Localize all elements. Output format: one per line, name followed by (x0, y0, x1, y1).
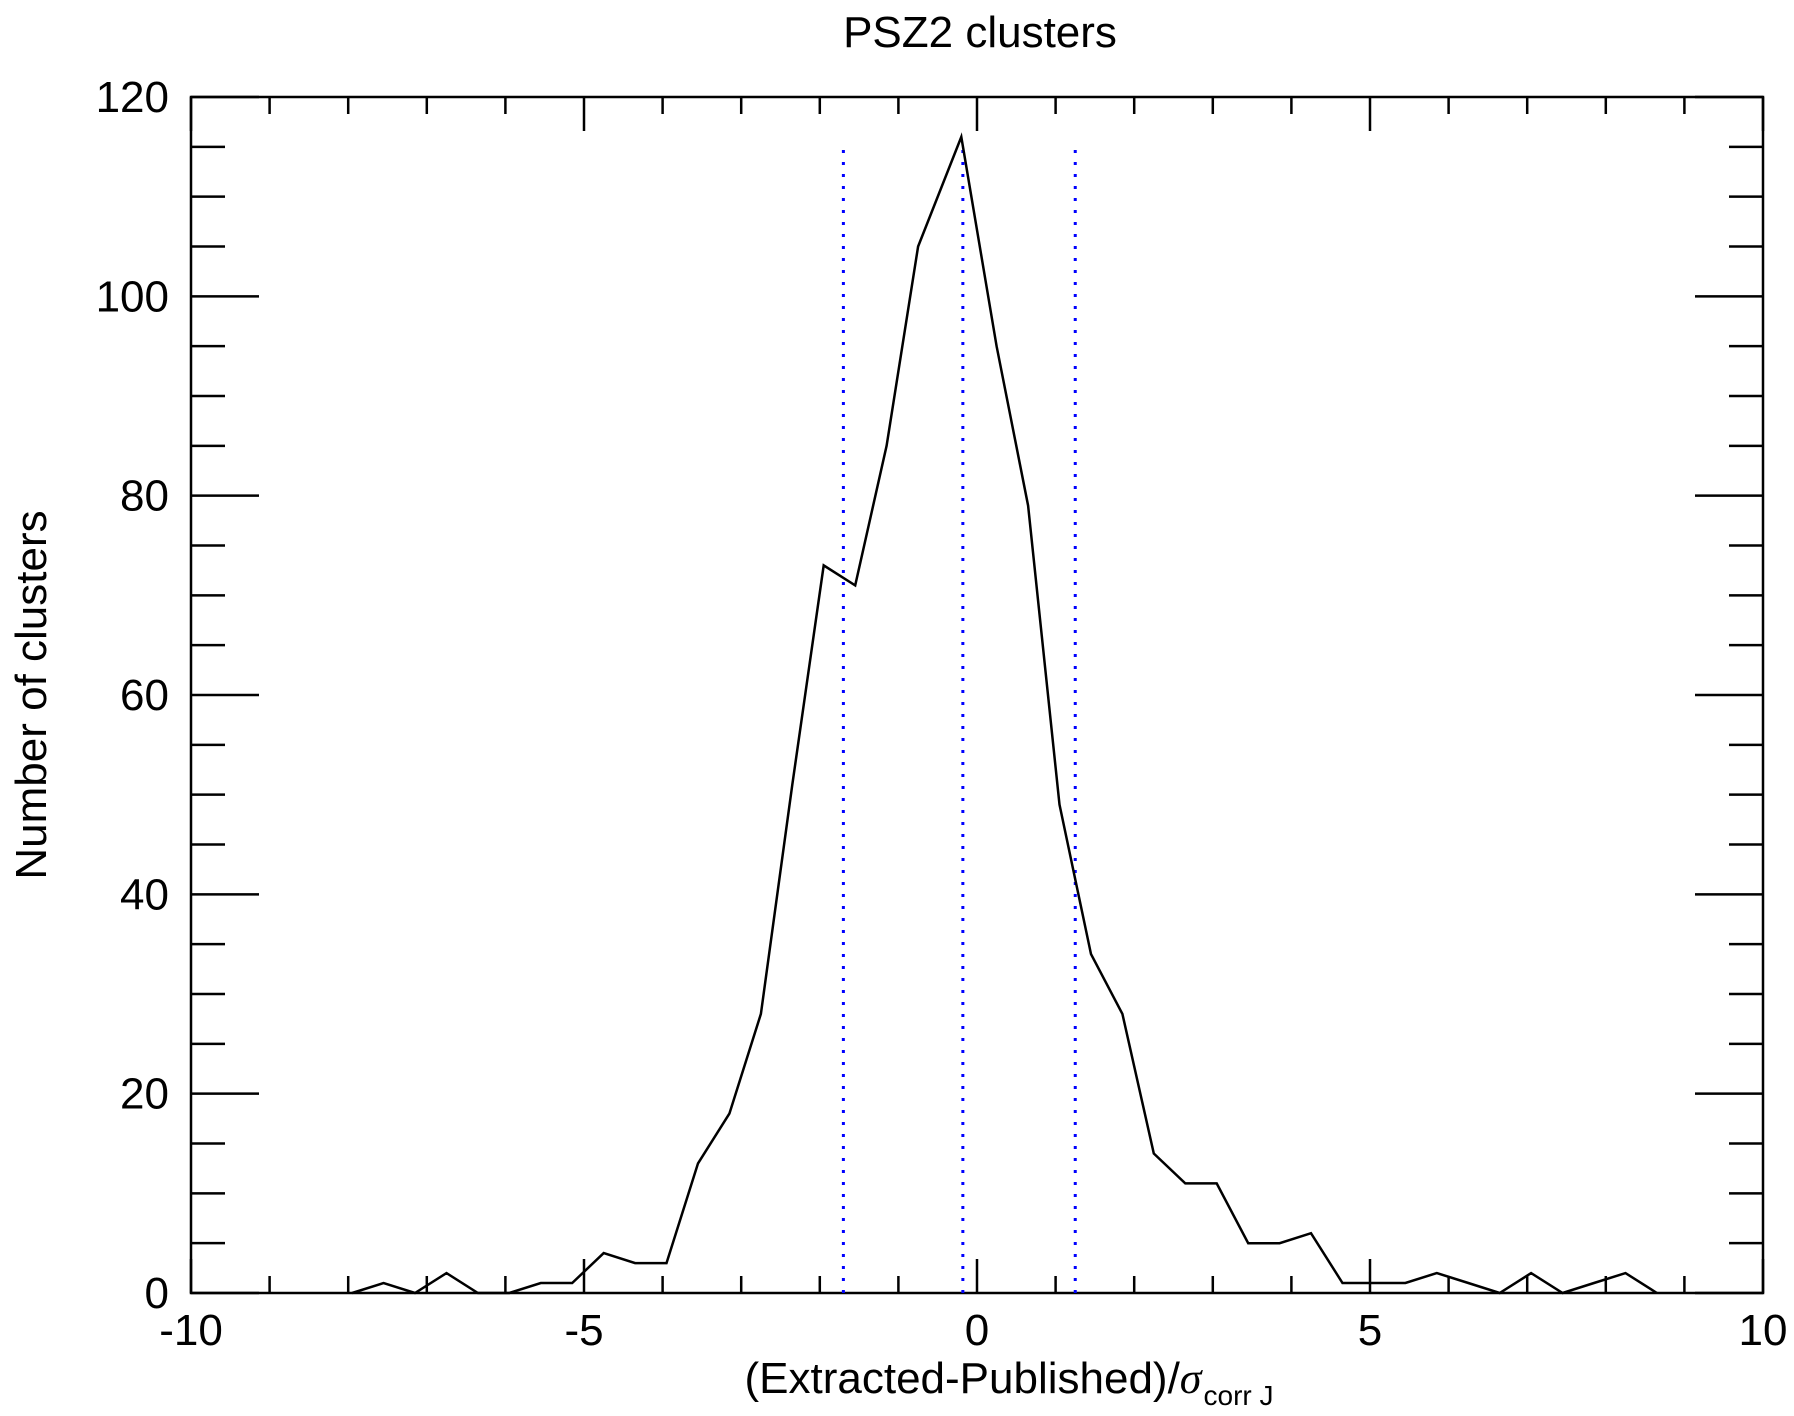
y-tick-label: 0 (145, 1269, 169, 1318)
axis-ticks (189, 95, 1765, 1295)
y-tick-label: 80 (120, 472, 169, 521)
x-tick-labels: -10 -5 0 5 10 (159, 1306, 1787, 1355)
y-axis-title: Number of clusters (7, 510, 56, 879)
x-tick-label: 0 (965, 1306, 989, 1355)
reference-lines (841, 146, 1077, 1293)
y-tick-labels: 0 20 40 60 80 100 120 (96, 73, 169, 1318)
plot-area (189, 95, 1765, 1295)
x-tick-label: 5 (1358, 1306, 1382, 1355)
x-axis-title: (Extracted-Published)/σcorr J (745, 1354, 1274, 1411)
x-axis-title-subscript: corr J (1204, 1380, 1274, 1411)
y-tick-label: 40 (120, 870, 169, 919)
y-tick-label: 120 (96, 73, 169, 122)
x-tick-label: -5 (564, 1306, 603, 1355)
series-line (351, 132, 1658, 1295)
x-tick-label: 10 (1739, 1306, 1788, 1355)
y-tick-label: 60 (120, 671, 169, 720)
x-tick-label: -10 (159, 1306, 223, 1355)
chart-title: PSZ2 clusters (843, 8, 1117, 57)
x-axis-title-symbol: σ (1180, 1354, 1204, 1403)
series-layer (351, 132, 1658, 1295)
y-tick-label: 100 (96, 272, 169, 321)
x-axis-title-main: (Extracted-Published)/ (745, 1354, 1181, 1403)
y-tick-label: 20 (120, 1070, 169, 1119)
plot-frame (189, 95, 1765, 1295)
